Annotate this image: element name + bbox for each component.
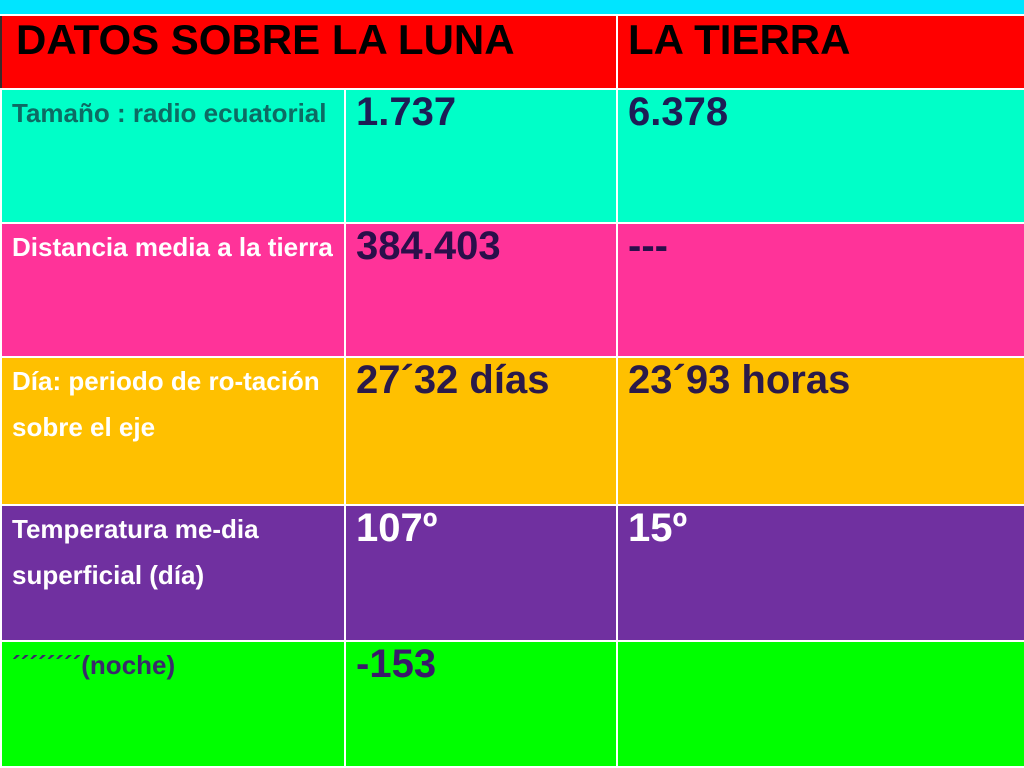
luna-value: 27´32 días [343, 356, 619, 506]
tierra-value: 23´93 horas [616, 356, 1024, 506]
row-label: Día: periodo de ro-tación sobre el eje [0, 356, 346, 506]
row-label: Tamaño : radio ecuatorial [0, 88, 346, 224]
top-accent-bar [0, 0, 1024, 14]
luna-value: 107º [343, 504, 619, 642]
table-row: Tamaño : radio ecuatorial 1.737 6.378 [0, 88, 1024, 224]
luna-value: 1.737 [343, 88, 619, 224]
table-row: Día: periodo de ro-tación sobre el eje 2… [0, 356, 1024, 506]
header-luna: DATOS SOBRE LA LUNA [0, 14, 619, 90]
row-label: Distancia media a la tierra [0, 222, 346, 358]
tierra-value: 6.378 [616, 88, 1024, 224]
tierra-value [616, 640, 1024, 768]
header-tierra: LA TIERRA [616, 14, 1024, 90]
table-row: ´´´´´´´´(noche) -153 [0, 640, 1024, 768]
table-header-row: DATOS SOBRE LA LUNA LA TIERRA [0, 14, 1024, 90]
tierra-value: 15º [616, 504, 1024, 642]
row-label: Temperatura me-dia superficial (día) [0, 504, 346, 642]
luna-value: 384.403 [343, 222, 619, 358]
table-row: Temperatura me-dia superficial (día) 107… [0, 504, 1024, 642]
row-label: ´´´´´´´´(noche) [0, 640, 346, 768]
tierra-value: --- [616, 222, 1024, 358]
moon-data-table: DATOS SOBRE LA LUNA LA TIERRA Tamaño : r… [0, 14, 1024, 768]
luna-value: -153 [343, 640, 619, 768]
table-row: Distancia media a la tierra 384.403 --- [0, 222, 1024, 358]
